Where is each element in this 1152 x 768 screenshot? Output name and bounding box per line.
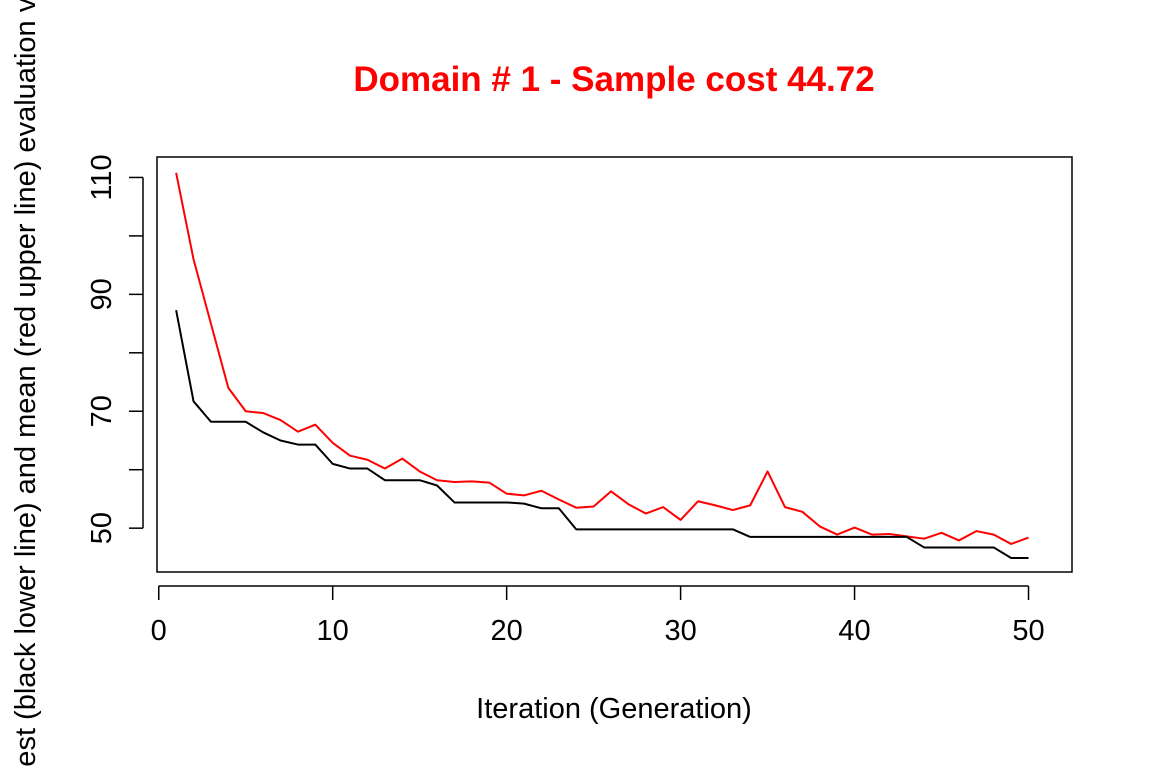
x-axis-label: Iteration (Generation) [476,693,752,725]
best-evaluation-line [175,309,1029,559]
series-layer [175,172,1029,559]
x-tick-label: 40 [838,615,870,647]
y-axis: 50 70 90 110 [86,154,144,544]
mean-evaluation-line [175,172,1029,545]
y-tick-label: 110 [86,154,118,200]
plot-frame [156,156,1073,573]
x-tick-label: 20 [491,615,523,647]
chart-title: Domain # 1 - Sample cost 44.72 [353,60,874,99]
x-axis: 0 10 20 30 40 50 [151,585,1045,647]
y-tick-label: 90 [86,278,118,310]
x-tick-label: 30 [664,615,696,647]
x-tick-label: 50 [1012,615,1044,647]
x-tick-label: 0 [151,615,167,647]
x-tick-label: 10 [317,615,349,647]
y-tick-label: 70 [86,395,118,427]
y-tick-label: 50 [86,512,118,544]
y-axis-label: Best (black lower line) and mean (red up… [10,0,42,768]
